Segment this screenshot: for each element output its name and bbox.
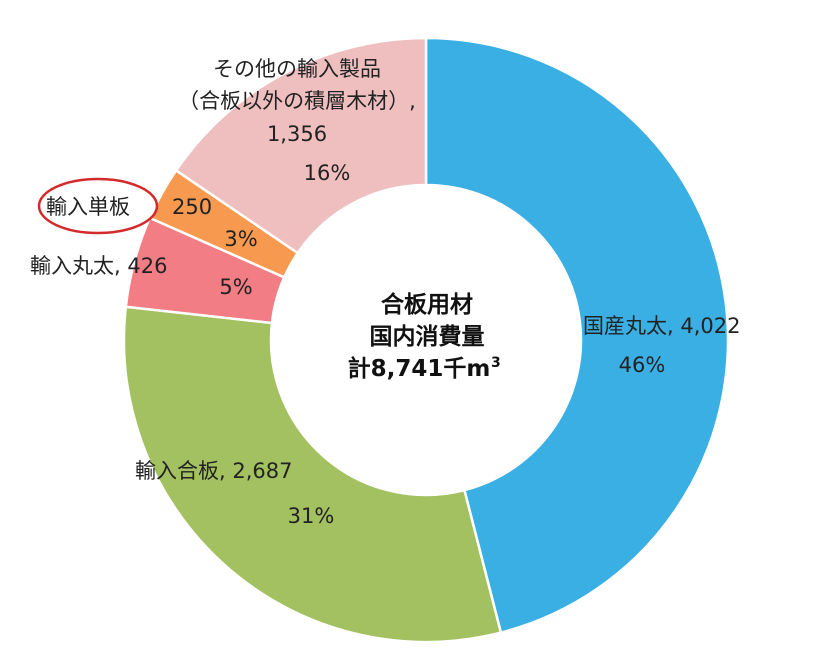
donut-slice-2: [122, 305, 503, 644]
center-label-unit-superscript: 3: [491, 355, 501, 371]
center-label-total: 計8,741千m: [348, 355, 491, 382]
pct-import-veneer: 3%: [224, 227, 257, 251]
donut-slices: [122, 36, 730, 644]
label-import-veneer-value: 250: [172, 195, 212, 219]
label-other-line1: その他の輸入製品: [213, 57, 381, 81]
label-import-logs: 輸入丸太, 426: [30, 254, 167, 278]
label-other-line2: （合板以外の積層木材）,: [178, 89, 416, 113]
pct-import-plywood: 31%: [288, 504, 335, 528]
center-label-line2: 国内消費量: [370, 324, 485, 350]
pct-other: 16%: [304, 161, 351, 185]
pct-import-logs: 5%: [219, 275, 252, 299]
label-import-plywood: 輸入合板, 2,687: [135, 459, 292, 483]
pct-domestic-logs: 46%: [619, 353, 666, 377]
center-label-line1: 合板用材: [381, 291, 473, 318]
donut-slice-5: [174, 36, 428, 255]
label-import-veneer-name: 輸入単板: [46, 195, 130, 219]
highlight-ellipse: [37, 177, 159, 235]
label-domestic-logs: 国産丸太, 4,022: [583, 314, 740, 338]
label-other-value: 1,356: [267, 122, 327, 146]
donut-slice-1: [424, 36, 730, 635]
